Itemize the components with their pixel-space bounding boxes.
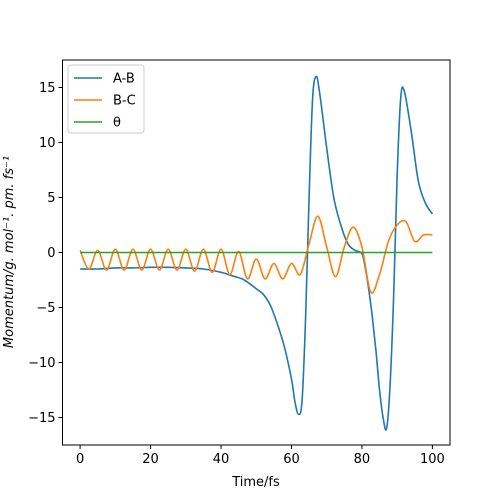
y-tick-label: 5	[47, 191, 55, 206]
legend-box	[67, 64, 145, 134]
legend-label-0: A-B	[113, 72, 135, 87]
y-tick-label: 0	[47, 246, 55, 261]
series-line-1	[79, 215, 433, 294]
x-axis-label: Time/fs	[231, 475, 280, 490]
x-axis-ticks: 0 20 40 60 80 100	[76, 445, 445, 467]
x-tick-label: 40	[213, 452, 230, 467]
x-tick-label: 0	[76, 452, 84, 467]
series-layer	[79, 75, 434, 431]
legend: A-B B-C θ	[67, 64, 145, 134]
x-tick-label: 80	[354, 452, 371, 467]
y-tick-label: −5	[36, 301, 55, 316]
y-tick-label: −10	[28, 356, 55, 371]
series-line-0	[80, 75, 434, 431]
y-axis-ticks: −15 −10 −5 0 5 10 15	[28, 81, 63, 426]
x-tick-label: 20	[142, 452, 159, 467]
legend-label-1: B-C	[113, 94, 136, 109]
legend-label-2: θ	[113, 116, 121, 131]
y-axis-label: Momentum/g. mol⁻¹. pm. fs⁻¹	[2, 156, 17, 348]
y-tick-label: 10	[39, 136, 56, 151]
y-tick-label: −15	[28, 411, 55, 426]
x-tick-label: 60	[283, 452, 300, 467]
x-tick-label: 100	[420, 452, 445, 467]
y-tick-label: 15	[39, 81, 56, 96]
